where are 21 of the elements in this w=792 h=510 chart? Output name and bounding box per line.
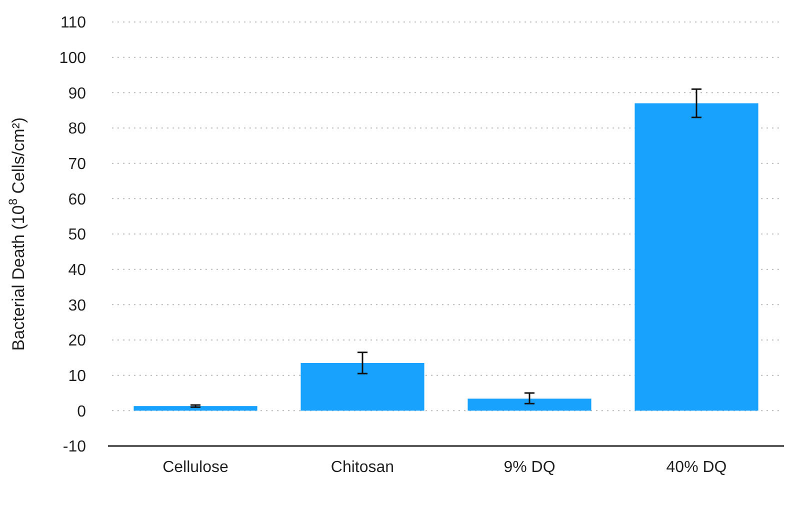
bar	[134, 406, 258, 411]
bar	[300, 362, 424, 411]
x-tick-label: Cellulose	[162, 459, 229, 476]
y-tick-label: 100	[59, 50, 86, 67]
y-tick-label: 90	[68, 85, 86, 102]
y-tick-label: 80	[68, 120, 86, 138]
y-tick-label: 30	[68, 297, 86, 314]
x-tick-label: Chitosan	[330, 459, 394, 476]
y-tick-label: 50	[68, 226, 86, 244]
x-tick-label: 40% DQ	[666, 459, 727, 476]
y-tick-label: 10	[68, 368, 86, 385]
x-tick-label: 9% DQ	[504, 459, 556, 476]
bar	[468, 398, 592, 411]
y-tick-label: 60	[68, 191, 86, 208]
y-tick-label: 70	[68, 156, 86, 173]
bar	[634, 103, 758, 411]
y-tick-label: 40	[68, 262, 86, 279]
y-tick-label: -10	[62, 438, 86, 456]
y-tick-label: 110	[60, 14, 86, 32]
y-tick-label: 20	[68, 332, 86, 350]
y-tick-label: 0	[77, 403, 86, 420]
